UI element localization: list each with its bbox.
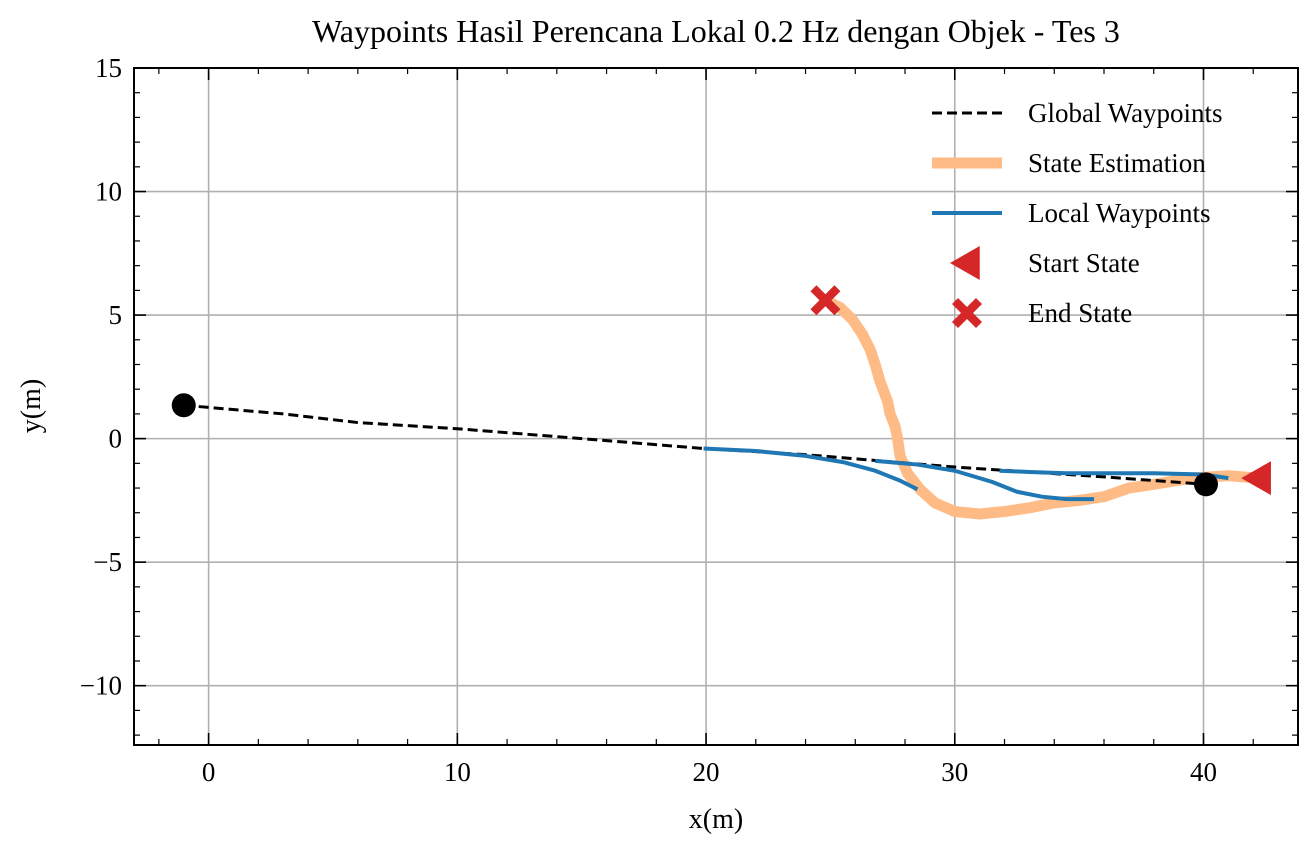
tick-labels: 0 10 20 30 40 15 10 5 0 −5 −10 <box>80 53 1217 787</box>
y-tick-label: −5 <box>93 547 122 577</box>
x-tick-label: 30 <box>941 757 968 787</box>
y-axis-label: y(m) <box>16 379 47 433</box>
start-state-marker <box>1241 461 1271 496</box>
y-tick-label: 10 <box>95 177 122 207</box>
end-state-marker <box>810 285 841 316</box>
local-waypoints-segment <box>875 458 1095 502</box>
x-tick-label: 0 <box>202 757 216 787</box>
y-tick-label: 0 <box>109 424 123 454</box>
x-axis-label: x(m) <box>689 804 743 835</box>
legend-label: Start State <box>1028 248 1140 278</box>
global-endpoint-dot <box>1193 472 1218 497</box>
global-endpoint-dot <box>171 393 196 418</box>
y-tick-label: 5 <box>109 300 123 330</box>
legend-swatch <box>950 246 980 280</box>
legend-label: Local Waypoints <box>1028 198 1211 228</box>
legend-label: End State <box>1028 298 1132 328</box>
x-tick-label: 40 <box>1190 757 1217 787</box>
x-tick-label: 10 <box>444 757 471 787</box>
y-tick-label: −10 <box>80 671 122 701</box>
legend-swatch <box>952 298 982 328</box>
legend-label: Global Waypoints <box>1028 98 1223 128</box>
local-waypoints-segment <box>703 446 919 492</box>
plot-area <box>171 285 1271 520</box>
chart-title: Waypoints Hasil Perencana Lokal 0.2 Hz d… <box>312 13 1120 49</box>
legend: Global Waypoints State Estimation Local Wa… <box>932 98 1223 328</box>
legend-label: State Estimation <box>1028 148 1206 178</box>
state-estimation-line <box>819 294 1264 520</box>
y-tick-label: 15 <box>95 53 122 83</box>
x-tick-label: 20 <box>693 757 720 787</box>
axes-frame <box>133 67 1299 746</box>
